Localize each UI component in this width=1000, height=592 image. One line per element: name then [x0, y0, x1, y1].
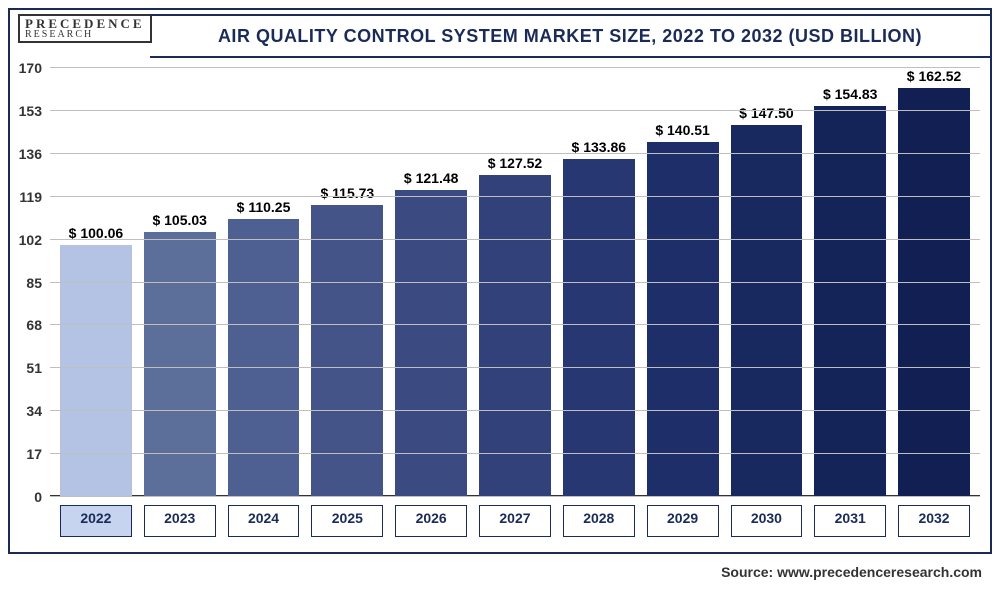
bar-value-label: $ 115.73 [320, 185, 374, 201]
grid-line: 85 [50, 282, 980, 283]
bar [228, 219, 300, 497]
bar-wrap: $ 105.03 [144, 68, 216, 497]
bar-wrap: $ 154.83 [814, 68, 886, 497]
y-tick-label: 85 [26, 275, 42, 291]
y-tick-label: 153 [19, 103, 42, 119]
bar-wrap: $ 133.86 [563, 68, 635, 497]
x-tick-label: 2026 [395, 505, 467, 537]
bar-value-label: $ 147.50 [739, 105, 794, 121]
grid-line: 102 [50, 239, 980, 240]
y-tick-label: 119 [19, 189, 42, 205]
bar-value-label: $ 127.52 [488, 155, 543, 171]
bar [144, 232, 216, 497]
chart-area: $ 100.06 $ 105.03 $ 110.25 $ 115.73 $ 121.48… [50, 68, 980, 537]
x-tick-label: 2029 [647, 505, 719, 537]
bar [814, 106, 886, 497]
bars-container: $ 100.06 $ 105.03 $ 110.25 $ 115.73 $ 121.48… [50, 68, 980, 497]
grid-line: 170 [50, 67, 980, 68]
x-tick-label: 2031 [814, 505, 886, 537]
logo-line-1: PRECEDENCE [25, 18, 145, 30]
bar-value-label: $ 162.52 [907, 68, 962, 84]
x-tick-label: 2027 [479, 505, 551, 537]
grid-line: 153 [50, 110, 980, 111]
bar-wrap: $ 110.25 [228, 68, 300, 497]
bar-value-label: $ 154.83 [823, 86, 878, 102]
y-tick-label: 102 [19, 232, 42, 248]
chart-title-box: AIR QUALITY CONTROL SYSTEM MARKET SIZE, … [150, 14, 990, 58]
y-tick-label: 17 [26, 446, 42, 462]
y-tick-label: 34 [26, 403, 42, 419]
grid-line: 17 [50, 453, 980, 454]
x-tick-label: 2022 [60, 505, 132, 537]
y-tick-label: 68 [26, 317, 42, 333]
logo-line-2: RESEARCH [25, 30, 145, 39]
bar-value-label: $ 105.03 [152, 212, 207, 228]
grid-line: 34 [50, 410, 980, 411]
bar [731, 125, 803, 497]
x-tick-label: 2025 [311, 505, 383, 537]
grid-line: 0 [50, 496, 980, 497]
bar [898, 88, 970, 497]
bar-wrap: $ 162.52 [898, 68, 970, 497]
bar-wrap: $ 100.06 [60, 68, 132, 497]
x-tick-label: 2024 [228, 505, 300, 537]
bar-wrap: $ 115.73 [311, 68, 383, 497]
x-axis-labels: 2022 2023 2024 2025 2026 2027 2028 2029 2030 2031… [50, 505, 980, 537]
bar-value-label: $ 110.25 [237, 199, 291, 215]
grid-line: 136 [50, 153, 980, 154]
y-tick-label: 136 [19, 146, 42, 162]
brand-logo: PRECEDENCE RESEARCH [18, 14, 152, 43]
grid-line: 68 [50, 324, 980, 325]
grid-line: 51 [50, 367, 980, 368]
bar-wrap: $ 121.48 [395, 68, 467, 497]
bar-wrap: $ 140.51 [647, 68, 719, 497]
source-attribution: Source: www.precedenceresearch.com [721, 564, 982, 580]
bar-wrap: $ 127.52 [479, 68, 551, 497]
x-tick-label: 2023 [144, 505, 216, 537]
plot-region: $ 100.06 $ 105.03 $ 110.25 $ 115.73 $ 121.48… [50, 68, 980, 497]
bar-value-label: $ 140.51 [655, 122, 710, 138]
y-tick-label: 51 [26, 360, 42, 376]
bar-wrap: $ 147.50 [731, 68, 803, 497]
bar [395, 190, 467, 497]
grid-line: 119 [50, 196, 980, 197]
bar-value-label: $ 121.48 [404, 170, 459, 186]
y-tick-label: 170 [19, 60, 42, 76]
chart-title: AIR QUALITY CONTROL SYSTEM MARKET SIZE, … [218, 26, 922, 47]
x-tick-label: 2028 [563, 505, 635, 537]
x-tick-label: 2030 [731, 505, 803, 537]
y-tick-label: 0 [34, 489, 42, 505]
x-tick-label: 2032 [898, 505, 970, 537]
bar [563, 159, 635, 497]
bar [479, 175, 551, 497]
